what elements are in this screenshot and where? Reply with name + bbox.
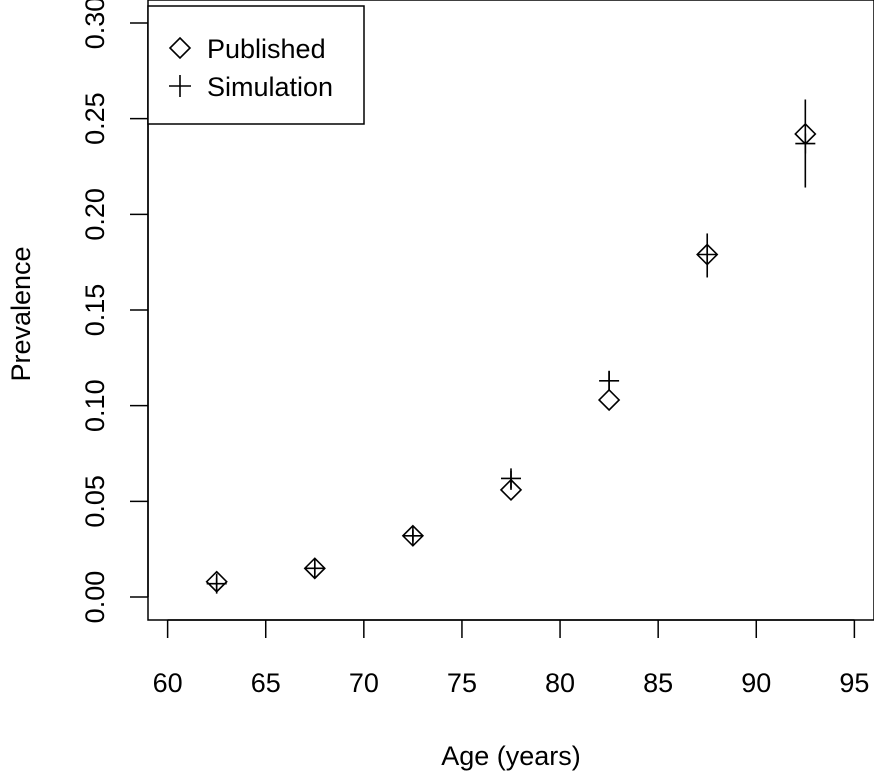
legend-item-published: Published [168,34,326,64]
x-tick-label: 95 [839,668,869,698]
data-point-simulation [795,133,816,154]
data-point-simulation [304,558,325,579]
y-tick-label: 0.20 [80,188,110,241]
data-point-simulation [501,468,521,489]
data-point-simulation [206,573,227,594]
data-point-simulation [402,525,423,546]
legend-box [147,5,365,125]
y-tick-label: 0.10 [80,379,110,432]
x-tick-label: 75 [447,668,477,698]
x-axis: 60 65 70 75 80 85 90 95 [153,619,869,698]
legend-marker-plus [169,75,191,97]
series-layer [205,99,817,594]
legend-marker-diamond [168,36,192,60]
data-point-simulation [599,370,620,391]
legend-label: Simulation [207,72,333,102]
y-axis-label: Prevalence [6,246,36,381]
legend-item-simulation: Simulation [169,72,333,102]
legend-label: Published [207,34,326,64]
x-tick-label: 85 [643,668,673,698]
y-tick-label: 0.30 [80,0,110,49]
x-tick-label: 90 [741,668,771,698]
y-tick-label: 0.00 [80,571,110,624]
y-tick-label: 0.15 [80,284,110,337]
y-axis: 0.00 0.05 0.10 0.15 0.20 0.25 0.30 [80,0,149,624]
x-tick-label: 60 [153,668,183,698]
x-tick-label: 70 [349,668,379,698]
y-tick-label: 0.05 [80,475,110,528]
data-point-published [597,388,621,412]
series-simulation [206,99,816,594]
data-point-simulation [697,244,718,265]
series-published [205,122,817,593]
x-axis-label: Age (years) [441,741,581,771]
x-tick-label: 65 [251,668,281,698]
data-point-published [499,478,523,502]
y-tick-label: 0.25 [80,92,110,145]
legend: Published Simulation [147,5,365,125]
x-tick-label: 80 [545,668,575,698]
